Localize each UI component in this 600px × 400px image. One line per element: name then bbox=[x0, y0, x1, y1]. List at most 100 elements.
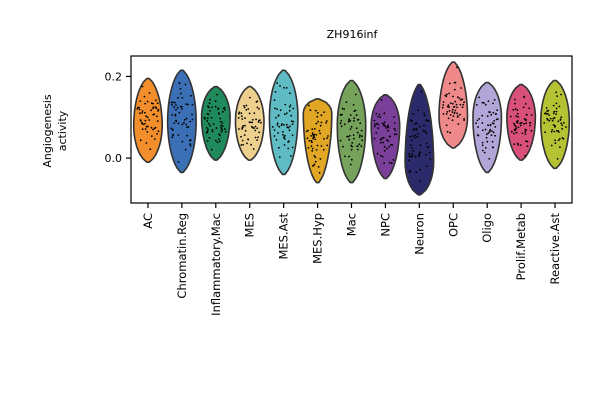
data-point bbox=[188, 139, 191, 142]
data-point bbox=[349, 134, 351, 137]
data-point bbox=[555, 107, 558, 110]
data-point bbox=[487, 132, 490, 135]
data-point bbox=[311, 128, 314, 131]
data-point bbox=[224, 128, 226, 130]
data-point bbox=[393, 122, 396, 124]
data-point bbox=[250, 143, 253, 146]
data-point bbox=[350, 144, 353, 147]
violin-OPC bbox=[438, 61, 469, 149]
y-tick-label: 0.0 bbox=[105, 152, 123, 165]
data-point bbox=[525, 103, 527, 105]
data-point bbox=[392, 159, 395, 161]
data-point bbox=[559, 146, 561, 149]
data-point bbox=[513, 132, 515, 135]
data-point bbox=[476, 134, 479, 136]
data-point bbox=[343, 123, 346, 126]
data-point bbox=[559, 118, 562, 121]
data-point bbox=[447, 117, 450, 120]
data-point bbox=[452, 115, 455, 118]
data-point bbox=[530, 129, 533, 132]
data-point bbox=[311, 141, 313, 144]
data-point bbox=[220, 131, 223, 133]
data-point bbox=[143, 122, 146, 125]
data-point bbox=[510, 130, 513, 133]
data-point bbox=[242, 143, 245, 146]
data-point bbox=[446, 111, 449, 113]
data-point bbox=[390, 162, 393, 165]
data-point bbox=[385, 127, 388, 129]
data-point bbox=[238, 111, 241, 114]
data-point bbox=[211, 106, 214, 109]
data-point bbox=[315, 149, 318, 151]
data-point bbox=[207, 128, 210, 131]
data-point bbox=[144, 111, 146, 114]
violin-Inflammatory.Mac bbox=[200, 85, 231, 161]
data-point bbox=[178, 82, 181, 84]
data-point bbox=[179, 105, 182, 108]
data-point bbox=[562, 137, 565, 140]
data-point bbox=[340, 125, 343, 128]
data-point bbox=[191, 118, 194, 121]
data-point bbox=[456, 106, 458, 109]
data-point bbox=[278, 125, 281, 128]
x-tick-label: Inflammatory.Mac bbox=[209, 213, 223, 316]
data-point bbox=[425, 153, 427, 156]
data-point bbox=[451, 108, 454, 111]
data-point bbox=[156, 115, 158, 118]
data-point bbox=[491, 140, 494, 143]
data-point bbox=[515, 127, 517, 130]
data-point bbox=[171, 133, 174, 136]
data-point bbox=[408, 152, 410, 155]
data-point bbox=[274, 91, 277, 93]
data-point bbox=[223, 106, 226, 109]
data-point bbox=[491, 130, 493, 133]
data-point bbox=[481, 141, 484, 144]
plot-frame bbox=[130, 55, 573, 204]
data-point bbox=[247, 138, 250, 141]
data-point bbox=[273, 129, 276, 131]
data-point bbox=[220, 124, 222, 127]
data-point bbox=[171, 104, 173, 106]
data-point bbox=[141, 128, 144, 131]
data-point bbox=[356, 145, 358, 148]
data-point bbox=[146, 100, 149, 103]
data-point bbox=[391, 144, 394, 146]
data-point bbox=[522, 106, 525, 109]
data-point bbox=[203, 116, 206, 119]
data-point bbox=[447, 104, 450, 106]
data-point bbox=[292, 120, 295, 123]
data-point bbox=[409, 144, 412, 147]
data-point bbox=[491, 122, 494, 124]
data-point bbox=[420, 90, 423, 93]
data-point bbox=[457, 115, 459, 117]
data-point bbox=[408, 155, 411, 158]
data-point bbox=[145, 125, 148, 128]
data-point bbox=[210, 116, 213, 119]
data-point bbox=[387, 129, 389, 132]
data-point bbox=[340, 119, 343, 122]
data-point bbox=[454, 100, 457, 103]
data-point bbox=[339, 139, 342, 142]
violin-MES.Ast bbox=[268, 69, 299, 176]
data-point bbox=[551, 119, 554, 122]
data-point bbox=[554, 142, 557, 145]
data-point bbox=[481, 144, 484, 147]
data-point bbox=[515, 125, 517, 128]
data-point bbox=[355, 127, 358, 130]
data-point bbox=[517, 144, 520, 146]
data-point bbox=[526, 145, 529, 148]
data-point bbox=[393, 133, 396, 136]
data-point bbox=[318, 171, 321, 174]
data-point bbox=[416, 136, 418, 138]
data-point bbox=[561, 127, 564, 130]
data-point bbox=[409, 135, 411, 138]
data-point bbox=[492, 146, 494, 149]
data-point bbox=[560, 116, 563, 118]
data-point bbox=[326, 144, 329, 147]
data-point bbox=[383, 112, 386, 115]
data-point bbox=[557, 120, 560, 123]
data-point bbox=[312, 133, 314, 136]
data-point bbox=[489, 124, 492, 126]
data-point bbox=[342, 145, 344, 148]
